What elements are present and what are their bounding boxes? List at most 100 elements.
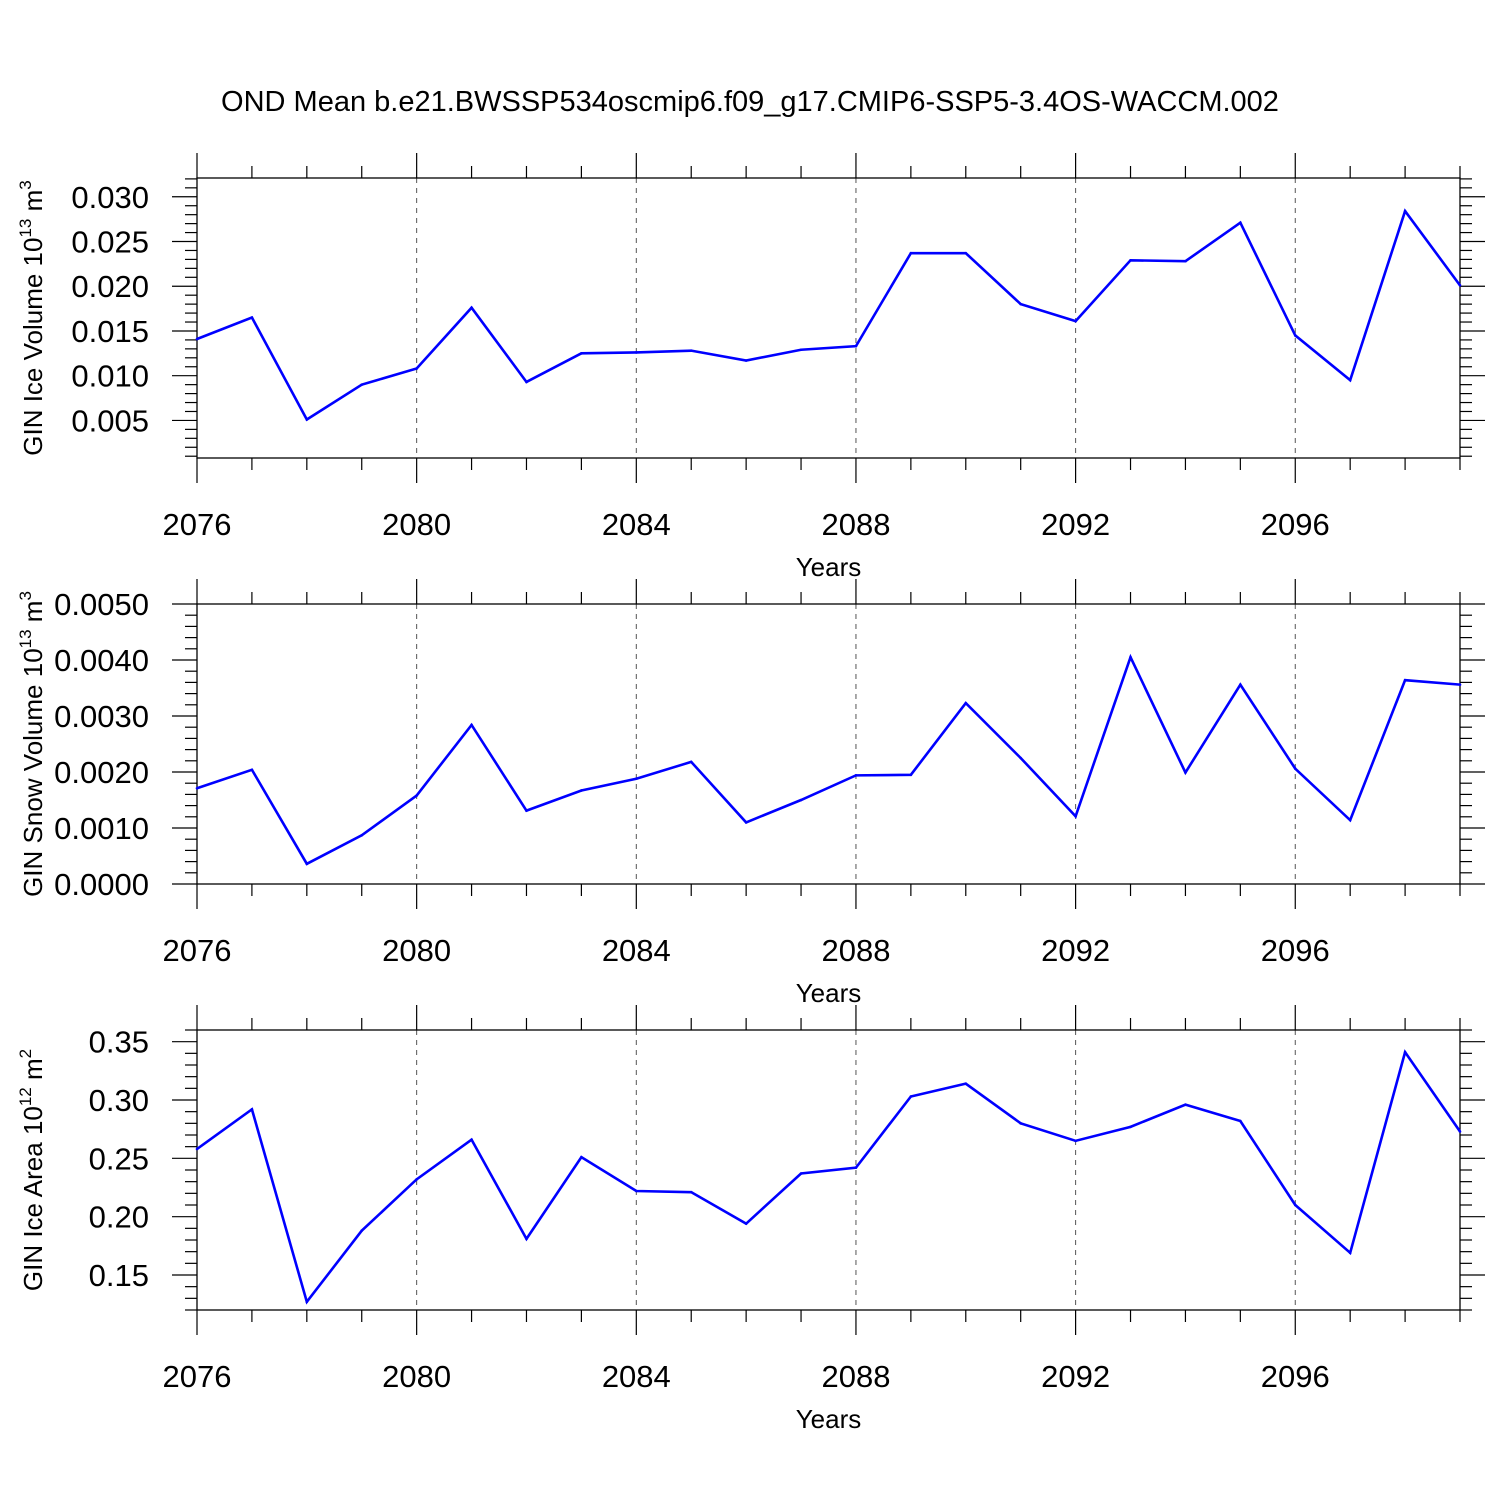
data-point [635,777,638,781]
x-tick-label: 2076 [163,1359,232,1394]
y-axis-title-name: GIN Ice Volume 10 [18,238,48,456]
data-point [1403,678,1407,682]
data-point [250,768,254,772]
data-point [964,251,968,255]
data-point [909,251,913,255]
x-tick-label: 2088 [821,1359,890,1394]
y-tick-label: 0.0020 [54,755,149,790]
data-point [1293,767,1297,770]
data-point [689,349,693,352]
data-point [360,383,364,386]
y-tick-label: 0.030 [71,180,149,215]
x-tick-label: 2080 [382,933,451,968]
data-point [744,1222,748,1225]
data-point [964,1082,968,1085]
y-axis-title: GIN Ice Volume 1013 m3 [16,180,48,456]
data-point [360,833,364,837]
data-point [635,1189,638,1193]
y-tick-label: 0.0040 [54,643,149,678]
y-axis-title-unit-power: 3 [16,591,35,600]
x-tick-label: 2084 [602,933,671,968]
x-tick-label: 2096 [1261,1359,1330,1394]
data-point [305,418,309,421]
data-point [470,306,473,310]
data-point [689,1190,693,1194]
y-tick-label: 0.30 [89,1083,149,1118]
x-tick-label: 2088 [821,507,890,542]
data-point [1239,683,1242,686]
data-point [525,380,528,384]
y-tick-label: 0.020 [71,269,149,304]
data-point [1239,221,1242,225]
y-axis-title-exponent: 13 [16,629,35,648]
data-point [799,348,803,352]
data-point [470,1138,473,1141]
x-axis-title: Years [796,552,862,582]
data-point [1458,683,1462,686]
data-point [580,1155,583,1159]
data-point [305,862,309,866]
data-point [1403,209,1407,213]
data-point [250,1108,254,1111]
y-axis-title: GIN Ice Area 1012 m2 [16,1049,48,1291]
data-point [1458,1130,1462,1133]
data-point [854,344,858,348]
y-axis-title-name: GIN Ice Area 10 [18,1106,48,1291]
data-point [1184,1103,1187,1106]
x-tick-label: 2076 [163,933,232,968]
x-tick-label: 2092 [1041,507,1110,542]
x-axis-title: Years [796,1404,862,1434]
chart-title: OND Mean b.e21.BWSSP534oscmip6.f09_g17.C… [221,86,1279,118]
data-point [195,786,199,790]
panel-2: 2076 2080 2084 2088 2092 2096 Years 0.0000 0.001… [16,579,1485,1008]
data-point [689,760,693,764]
data-point [1019,302,1022,306]
y-tick-label: 0.015 [71,314,149,349]
y-axis-title-name: GIN Snow Volume 10 [18,648,48,897]
data-point [1348,378,1352,382]
plot-frame [196,177,1461,459]
x-tick-label: 2096 [1261,933,1330,968]
data-point [360,1229,364,1232]
data-point [1129,259,1132,262]
series-line [196,653,1461,866]
data-point [415,367,418,370]
data-point [1184,259,1187,263]
x-axis-title: Years [796,978,862,1008]
data-point [909,1095,913,1098]
y-tick-label: 0.0000 [54,867,149,902]
data-point [195,1147,199,1151]
y-axis-title-exponent: 13 [16,219,35,238]
y-axis-title-unit-power: 3 [16,180,35,189]
x-tick-label: 2080 [382,507,451,542]
data-point [305,1300,309,1304]
data-point [1019,756,1022,760]
data-point [1074,1139,1077,1143]
y-tick-label: 0.35 [89,1025,149,1060]
data-point [1458,284,1462,287]
x-tick-label: 2092 [1041,933,1110,968]
series-line [196,1049,1462,1305]
data-point [799,1172,803,1175]
data-point [525,809,528,812]
data-point [1074,814,1077,818]
data-point [415,1178,418,1181]
x-tick-label: 2076 [163,507,232,542]
data-point [195,337,199,341]
y-axis-title-unit: m [18,601,48,630]
panel-3: 2076 2080 2084 2088 2092 2096 Years 0.15 0.20 0.2… [16,1005,1485,1434]
series-line [196,208,1462,422]
data-point [580,352,583,355]
data-point [1129,1125,1132,1129]
data-point [854,1166,858,1169]
data-point [854,774,858,777]
data-point [525,1237,528,1241]
y-tick-label: 0.010 [71,359,149,394]
data-point [580,789,583,792]
y-tick-label: 0.0050 [54,587,149,622]
y-axis-title-unit: m [18,1058,48,1087]
data-point [635,351,638,354]
y-tick-label: 0.005 [71,403,149,438]
data-point [744,359,748,362]
